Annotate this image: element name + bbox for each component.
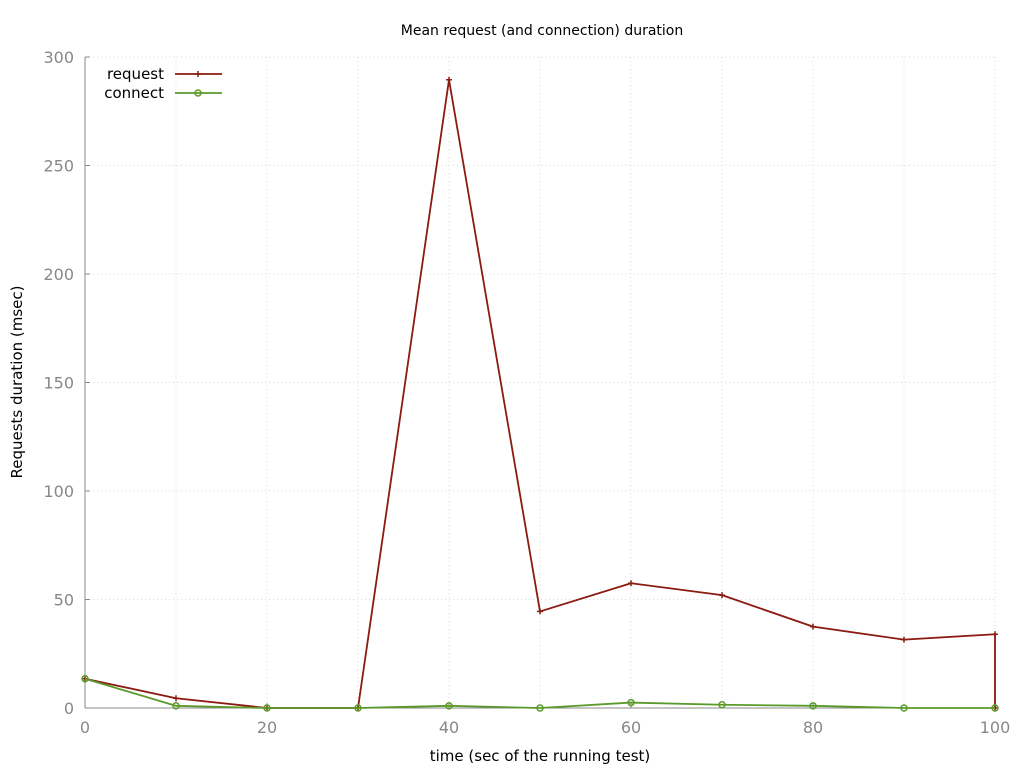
data-point-request bbox=[901, 636, 907, 643]
data-point-connect bbox=[900, 704, 908, 712]
data-point-request bbox=[992, 631, 998, 638]
x-tick-label: 60 bbox=[621, 718, 641, 737]
data-point-connect bbox=[809, 702, 817, 710]
data-point-request bbox=[537, 608, 543, 615]
data-point-request bbox=[719, 592, 725, 599]
chart-title: Mean request (and connection) duration bbox=[401, 23, 683, 39]
x-tick-label: 0 bbox=[80, 718, 90, 737]
y-tick-label: 300 bbox=[43, 48, 74, 67]
legend-swatch-marker bbox=[194, 89, 202, 97]
x-tick-label: 80 bbox=[803, 718, 823, 737]
data-point-connect bbox=[718, 700, 726, 709]
y-tick-label: 50 bbox=[54, 591, 74, 610]
data-point-connect bbox=[81, 674, 89, 683]
legend-swatch-marker bbox=[195, 71, 201, 77]
data-point-request bbox=[446, 76, 452, 83]
data-point-connect bbox=[627, 698, 635, 707]
data-point-connect bbox=[536, 704, 544, 712]
data-point-request bbox=[628, 580, 634, 587]
series-line-request bbox=[84, 78, 996, 709]
data-point-request bbox=[810, 623, 816, 630]
x-tick-label: 20 bbox=[257, 718, 277, 737]
y-tick-label: 150 bbox=[43, 374, 74, 393]
legend-label: connect bbox=[104, 84, 164, 102]
tick-labels: 0 20 40 60 80 100 0 50 100 150 200 250 300 bbox=[43, 48, 1010, 737]
x-tick-label: 100 bbox=[980, 718, 1011, 737]
data-point-connect bbox=[172, 702, 180, 710]
y-tick-label: 100 bbox=[43, 482, 74, 501]
data-point-request bbox=[173, 695, 179, 702]
legend-item-request: request bbox=[107, 65, 222, 83]
x-axis-title: time (sec of the running test) bbox=[430, 747, 651, 765]
series-group bbox=[81, 76, 999, 712]
legend-label: request bbox=[107, 65, 164, 83]
legend-item-connect: connect bbox=[104, 84, 222, 102]
x-tick-label: 40 bbox=[439, 718, 459, 737]
y-tick-label: 250 bbox=[43, 157, 74, 176]
data-point-connect bbox=[354, 704, 362, 712]
y-tick-label: 0 bbox=[64, 699, 74, 718]
y-axis-title: Requests duration (msec) bbox=[8, 285, 26, 478]
data-point-connect bbox=[263, 704, 271, 712]
series-line-connect bbox=[84, 677, 995, 709]
series-connect bbox=[81, 674, 999, 712]
data-point-connect bbox=[445, 702, 453, 710]
data-point-connect bbox=[991, 704, 999, 712]
y-tick-label: 200 bbox=[43, 265, 74, 284]
